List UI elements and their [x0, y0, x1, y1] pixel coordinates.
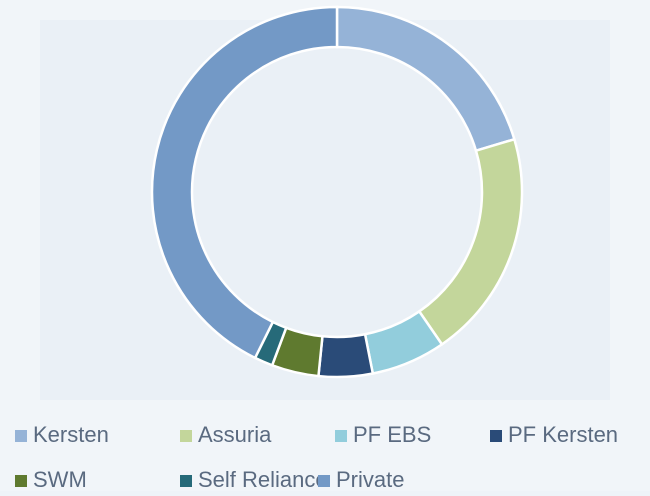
legend-swatch	[318, 475, 330, 487]
legend-swatch	[335, 430, 347, 442]
legend-label: Private	[336, 467, 404, 491]
legend-swatch	[15, 475, 27, 487]
legend-label: PF Kersten	[508, 422, 618, 447]
donut-slice	[318, 334, 372, 377]
legend-label: PF EBS	[353, 422, 431, 447]
legend-label: SWM	[33, 467, 87, 491]
page: Kersten Assuria PF EBS PF Kersten SWM Self Re…	[0, 0, 650, 491]
legend-label: Self Reliance	[198, 467, 328, 491]
chart: Kersten Assuria PF EBS PF Kersten SWM Self Re…	[0, 0, 650, 491]
legend-label: Kersten	[33, 422, 109, 447]
legend-swatch	[180, 475, 192, 487]
legend-swatch	[490, 430, 502, 442]
legend-label: Assuria	[198, 422, 272, 447]
legend-swatch	[180, 430, 192, 442]
legend-swatch	[15, 430, 27, 442]
